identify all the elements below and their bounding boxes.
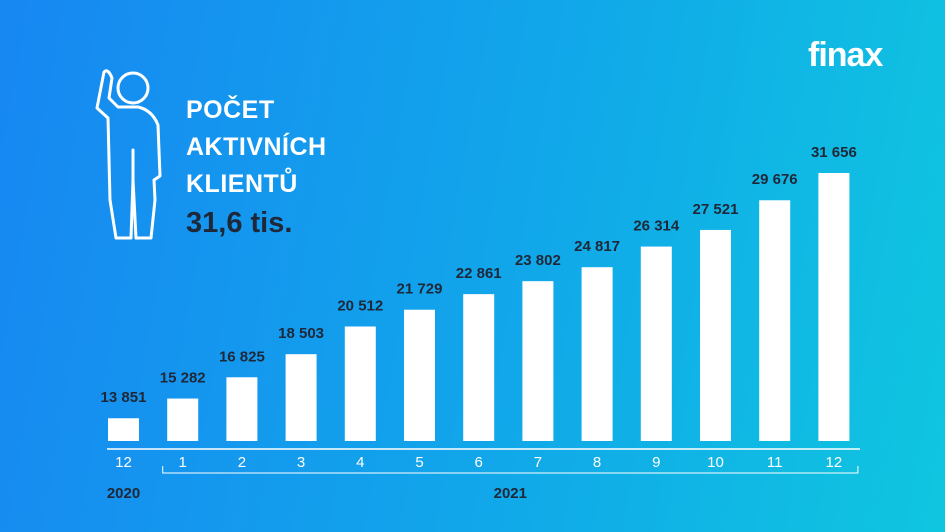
value-label: 20 512 — [337, 297, 383, 314]
bar — [167, 398, 199, 441]
value-label: 31 656 — [811, 144, 857, 161]
value-label: 21 729 — [397, 281, 443, 298]
x-tick-label: 11 — [767, 454, 783, 471]
bar — [522, 281, 554, 441]
bar — [285, 354, 317, 441]
value-label: 27 521 — [693, 201, 739, 218]
x-tick-label: 9 — [652, 454, 660, 471]
x-tick-label: 3 — [297, 454, 305, 471]
value-label: 24 817 — [574, 238, 620, 255]
bar — [640, 246, 672, 441]
bar — [700, 229, 731, 441]
x-tick-label: 6 — [475, 454, 483, 471]
person-icon — [95, 69, 162, 240]
x-tick-label: 7 — [534, 454, 542, 471]
x-tick-label: 12 — [115, 454, 132, 471]
value-label: 23 802 — [515, 252, 561, 269]
chart-subtitle: 31,6 tis. — [186, 207, 293, 239]
bar — [108, 418, 139, 441]
value-label: 29 676 — [752, 171, 798, 188]
logo: finax — [808, 36, 883, 74]
value-label: 22 861 — [456, 265, 502, 282]
x-tick-label: 2 — [238, 454, 246, 471]
bar — [581, 267, 613, 441]
x-tick-label: 5 — [415, 454, 423, 471]
value-label: 18 503 — [278, 325, 324, 342]
bar — [344, 326, 376, 441]
year-bracket — [162, 466, 859, 474]
x-tick-label: 1 — [179, 454, 187, 471]
bar — [463, 294, 495, 441]
chart-title: POČET AKTIVNÍCH KLIENTŮ — [186, 96, 327, 198]
x-tick-label: 12 — [826, 454, 843, 471]
value-label: 16 825 — [219, 348, 265, 365]
bar — [818, 172, 850, 441]
bar — [404, 309, 435, 441]
value-label: 13 851 — [101, 389, 147, 406]
x-tick-label: 10 — [707, 454, 724, 471]
year-label: 2020 — [107, 485, 140, 502]
bar — [226, 377, 258, 441]
x-tick-label: 8 — [593, 454, 601, 471]
year-label: 2021 — [494, 485, 527, 502]
bar — [759, 200, 791, 441]
value-label: 26 314 — [633, 218, 680, 235]
value-label: 15 282 — [160, 370, 206, 387]
x-tick-label: 4 — [356, 454, 364, 471]
